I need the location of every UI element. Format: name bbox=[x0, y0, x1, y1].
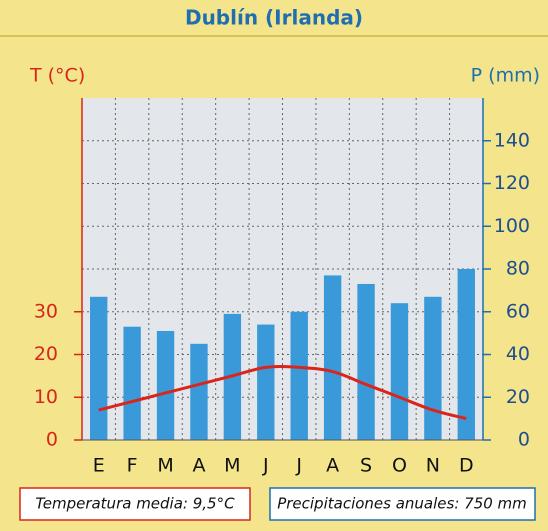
chart-title: Dublín (Irlanda) bbox=[185, 6, 363, 30]
x-tick-label: N bbox=[426, 455, 440, 477]
bar bbox=[90, 296, 108, 440]
x-tick-label: D bbox=[459, 455, 474, 477]
y-axis-label: T (°C) bbox=[29, 65, 85, 87]
bar bbox=[190, 343, 208, 440]
x-tick-label: F bbox=[127, 455, 138, 477]
bar bbox=[323, 275, 342, 440]
y-tick-label: 30 bbox=[34, 300, 58, 322]
y-tick-label: 10 bbox=[34, 386, 58, 408]
x-tick-label: J bbox=[295, 455, 302, 477]
y-tick-label: 0 bbox=[46, 429, 58, 451]
bar bbox=[424, 296, 442, 440]
y2-tick-label: 40 bbox=[506, 343, 530, 365]
bar bbox=[290, 311, 308, 440]
temperature-line bbox=[98, 365, 467, 421]
bar bbox=[156, 330, 175, 440]
x-tick-label: E bbox=[93, 455, 105, 477]
y2-tick-label: 0 bbox=[518, 429, 530, 451]
footnote-box bbox=[269, 487, 536, 521]
x-tick-label: M bbox=[224, 455, 240, 477]
marks bbox=[90, 269, 475, 440]
x-tick-label: A bbox=[326, 455, 339, 477]
bar bbox=[123, 326, 141, 440]
x-tick-label: O bbox=[392, 455, 407, 477]
y2-tick-label: 140 bbox=[494, 129, 530, 151]
bar bbox=[390, 303, 409, 440]
y2-tick-label: 80 bbox=[506, 258, 530, 280]
x-tick-label: S bbox=[360, 455, 372, 477]
y2-tick-label: 60 bbox=[506, 300, 530, 322]
footnote: Precipitaciones anuales: 750 mm bbox=[277, 495, 527, 513]
y2-tick-label: 120 bbox=[494, 172, 530, 194]
y-tick-label: 20 bbox=[34, 343, 58, 365]
y2-tick-label: 20 bbox=[506, 386, 530, 408]
footnote: Temperatura media: 9,5°C bbox=[35, 495, 235, 513]
bar bbox=[457, 269, 475, 440]
y2-axis-label: P (mm) bbox=[471, 65, 540, 87]
x-tick-label: J bbox=[262, 455, 269, 477]
x-tick-label: M bbox=[157, 455, 173, 477]
y2-tick-label: 100 bbox=[494, 215, 530, 237]
bar bbox=[257, 324, 275, 440]
x-tick-label: A bbox=[192, 455, 205, 477]
bar bbox=[357, 283, 375, 440]
footnote-box bbox=[19, 487, 251, 521]
